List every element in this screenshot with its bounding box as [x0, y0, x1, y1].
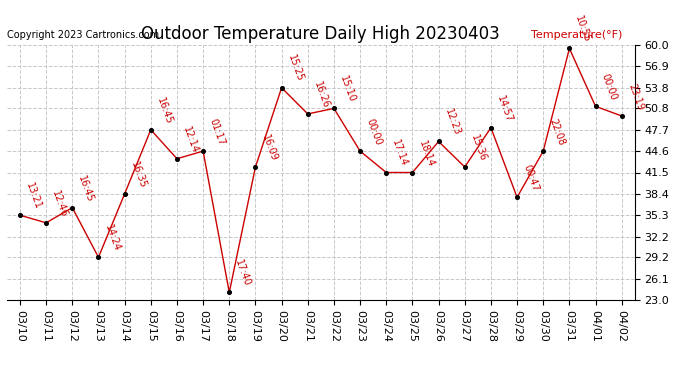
Point [328, 105, 339, 111]
Text: 12:14: 12:14 [181, 125, 200, 154]
Text: 00:47: 00:47 [521, 164, 540, 193]
Point [14, 212, 26, 218]
Point [460, 164, 471, 170]
Text: 16:45: 16:45 [77, 174, 95, 204]
Text: 18:14: 18:14 [417, 139, 435, 168]
Point [381, 170, 392, 176]
Text: 17:40: 17:40 [233, 259, 253, 288]
Text: 15:25: 15:25 [286, 54, 305, 84]
Point [538, 148, 549, 154]
Point [276, 85, 287, 91]
Text: 01:17: 01:17 [207, 117, 226, 147]
Point [146, 127, 157, 133]
Text: 15:36: 15:36 [469, 133, 488, 163]
Point [197, 148, 208, 154]
Text: 16:45: 16:45 [155, 96, 174, 126]
Text: 12:23: 12:23 [443, 108, 462, 137]
Point [67, 205, 78, 211]
Title: Outdoor Temperature Daily High 20230403: Outdoor Temperature Daily High 20230403 [141, 26, 500, 44]
Point [355, 148, 366, 154]
Point [93, 254, 104, 260]
Text: 12:46: 12:46 [50, 189, 69, 219]
Text: 00:00: 00:00 [600, 73, 619, 102]
Text: 22:08: 22:08 [547, 117, 566, 147]
Text: Temperature(°F): Temperature(°F) [531, 30, 622, 40]
Text: Copyright 2023 Cartronics.com: Copyright 2023 Cartronics.com [7, 30, 159, 40]
Point [485, 125, 496, 131]
Text: 17:14: 17:14 [391, 139, 409, 168]
Point [250, 164, 261, 170]
Text: 14:57: 14:57 [495, 94, 514, 123]
Text: 16:26: 16:26 [312, 80, 331, 110]
Text: 13:21: 13:21 [24, 182, 43, 211]
Point [41, 220, 52, 226]
Point [433, 138, 444, 144]
Text: 14:24: 14:24 [103, 224, 121, 253]
Text: 10:55: 10:55 [573, 15, 593, 44]
Text: 16:09: 16:09 [259, 134, 279, 163]
Point [590, 104, 601, 110]
Text: 16:35: 16:35 [129, 160, 148, 190]
Point [407, 170, 418, 176]
Point [224, 290, 235, 296]
Point [511, 194, 522, 200]
Text: 23:19: 23:19 [626, 82, 645, 112]
Point [171, 156, 182, 162]
Point [119, 191, 130, 197]
Text: 15:10: 15:10 [338, 75, 357, 104]
Point [302, 111, 313, 117]
Point [616, 113, 627, 119]
Point [564, 45, 575, 51]
Text: 00:00: 00:00 [364, 117, 383, 147]
